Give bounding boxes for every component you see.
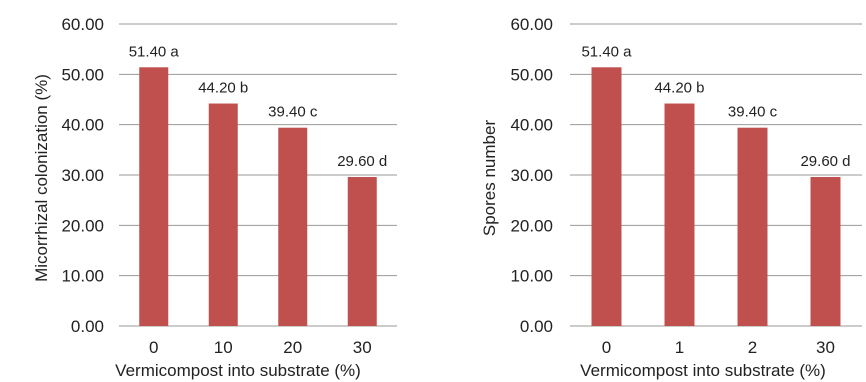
data-label: 29.60 d (337, 153, 387, 170)
y-tick-label: 50.00 (510, 65, 553, 84)
bar (664, 103, 695, 326)
x-tick-label: 10 (214, 338, 233, 357)
bar (139, 67, 169, 326)
x-tick-label: 30 (816, 338, 835, 357)
x-tick-label: 0 (149, 338, 158, 357)
y-tick-label: 20.00 (61, 216, 104, 235)
y-tick-label: 0.00 (71, 317, 104, 336)
y-tick-label: 50.00 (61, 65, 104, 84)
data-label: 51.40 a (129, 43, 180, 60)
x-tick-label: 1 (675, 338, 684, 357)
chart-left: 0.00 10.00 20.00 30.00 40.00 50.00 60.00 0 10 20… (32, 15, 397, 380)
x-tick-label: 2 (748, 338, 757, 357)
bar (810, 177, 841, 326)
bar (278, 127, 308, 326)
y-tick-label: 10.00 (510, 267, 553, 286)
y-tick-label: 30.00 (61, 166, 104, 185)
data-label: 39.40 c (268, 104, 318, 121)
data-label: 51.40 a (581, 43, 632, 60)
bar (208, 103, 238, 326)
data-label: 44.20 b (198, 80, 248, 97)
x-tick-label: 20 (283, 338, 302, 357)
y-tick-label: 0.00 (520, 317, 553, 336)
bar (737, 127, 768, 326)
y-axis-title: Micorrhizal colonization (%) (32, 74, 51, 282)
data-label: 44.20 b (654, 80, 704, 97)
bar (347, 177, 377, 326)
data-label: 29.60 d (800, 153, 850, 170)
x-axis-title: Vermicompost into substrate (%) (580, 361, 826, 380)
chart-right: 0.00 10.00 20.00 30.00 40.00 50.00 60.00 0 1 2 30… (480, 15, 862, 380)
y-tick-label: 40.00 (510, 116, 553, 135)
x-axis-title: Vermicompost into substrate (%) (115, 361, 361, 380)
y-tick-label: 10.00 (61, 267, 104, 286)
bar (591, 67, 622, 326)
data-label: 39.40 c (728, 104, 778, 121)
y-axis-title: Spores number (480, 120, 499, 237)
y-tick-label: 60.00 (510, 15, 553, 34)
y-tick-label: 60.00 (61, 15, 104, 34)
x-tick-label: 0 (602, 338, 611, 357)
y-tick-label: 20.00 (510, 216, 553, 235)
y-tick-label: 40.00 (61, 116, 104, 135)
y-tick-label: 30.00 (510, 166, 553, 185)
x-tick-label: 30 (353, 338, 372, 357)
